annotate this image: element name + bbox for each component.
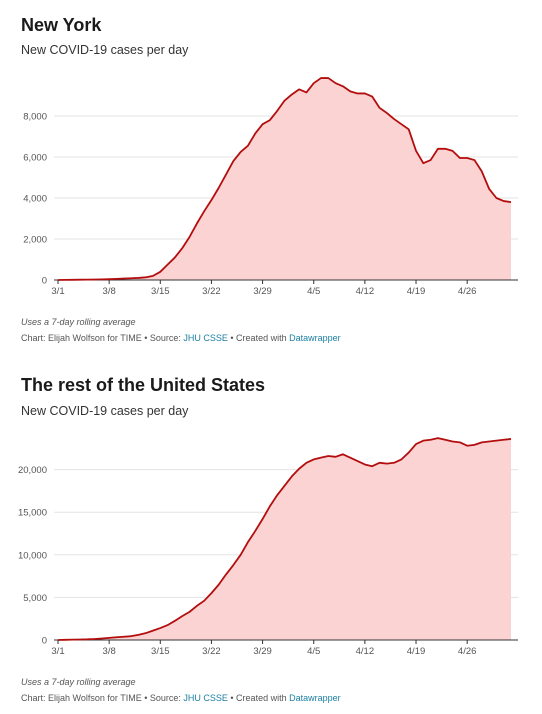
y-tick-label: 10,000 xyxy=(18,550,47,561)
x-tick-label: 3/8 xyxy=(103,286,116,297)
series-line xyxy=(57,437,512,641)
chart-credit: Chart: Elijah Wolfson for TIME • Source:… xyxy=(21,333,341,343)
x-tick-label: 3/1 xyxy=(51,286,64,297)
chart-subtitle: New COVID-19 cases per day xyxy=(21,43,189,57)
series-line xyxy=(57,77,512,281)
credit-prefix: Chart: Elijah Wolfson for TIME • Source: xyxy=(21,333,184,343)
y-tick-label: 2,000 xyxy=(23,235,47,246)
x-tick-label: 3/29 xyxy=(253,286,272,297)
y-tick-label: 6,000 xyxy=(23,153,47,164)
x-tick-label: 3/29 xyxy=(253,646,272,657)
y-tick-label: 4,000 xyxy=(23,194,47,205)
area-fill xyxy=(58,78,511,280)
area-fill xyxy=(58,438,511,640)
x-tick-label: 4/12 xyxy=(356,646,375,657)
y-tick-label: 0 xyxy=(42,636,47,647)
x-tick-label: 4/26 xyxy=(458,286,477,297)
x-tick-label: 4/5 xyxy=(307,286,320,297)
y-tick-label: 15,000 xyxy=(18,508,47,519)
chart-title: The rest of the United States xyxy=(21,375,266,395)
x-tick-label: 4/19 xyxy=(407,646,426,657)
chart-note: Uses a 7-day rolling average xyxy=(21,677,136,687)
y-tick-label: 0 xyxy=(42,276,47,287)
x-tick-label: 4/26 xyxy=(458,646,477,657)
datawrapper-link[interactable]: Datawrapper xyxy=(289,333,341,343)
x-tick-label: 4/12 xyxy=(356,286,375,297)
x-tick-label: 3/22 xyxy=(202,646,221,657)
y-tick-label: 8,000 xyxy=(23,112,47,123)
credit-prefix: Chart: Elijah Wolfson for TIME • Source: xyxy=(21,693,184,703)
chart-subtitle: New COVID-19 cases per day xyxy=(21,404,189,418)
x-tick-label: 3/22 xyxy=(202,286,221,297)
chart-panel-new-york: New York New COVID-19 cases per day 0 2,0… xyxy=(21,15,518,343)
x-tick-label: 4/19 xyxy=(407,286,426,297)
chart-panel-rest-of-us: The rest of the United States New COVID-… xyxy=(0,360,542,714)
chart-note: Uses a 7-day rolling average xyxy=(21,317,136,327)
source-link[interactable]: JHU CSSE xyxy=(183,333,228,343)
source-link[interactable]: JHU CSSE xyxy=(183,693,228,703)
x-tick-label: 4/5 xyxy=(307,646,320,657)
x-tick-label: 3/15 xyxy=(151,286,170,297)
y-tick-label: 20,000 xyxy=(18,465,47,476)
area-chart-rest-of-us: 0 5,000 10,000 15,000 20,000 3/1 3/8 3/15 3/22 3/… xyxy=(18,437,518,657)
chart-credit: Chart: Elijah Wolfson for TIME • Source:… xyxy=(21,693,341,703)
y-tick-label: 5,000 xyxy=(23,593,47,604)
x-tick-label: 3/8 xyxy=(103,646,116,657)
chart-title: New York xyxy=(21,15,102,35)
credit-middle: • Created with xyxy=(227,693,290,703)
datawrapper-link[interactable]: Datawrapper xyxy=(289,693,341,703)
credit-middle: • Created with xyxy=(227,333,290,343)
area-chart-new-york: 0 2,000 4,000 6,000 8,000 3/1 3/8 3/15 3/22 3/29 4… xyxy=(23,77,518,297)
x-tick-label: 3/1 xyxy=(51,646,64,657)
x-tick-label: 3/15 xyxy=(151,646,170,657)
